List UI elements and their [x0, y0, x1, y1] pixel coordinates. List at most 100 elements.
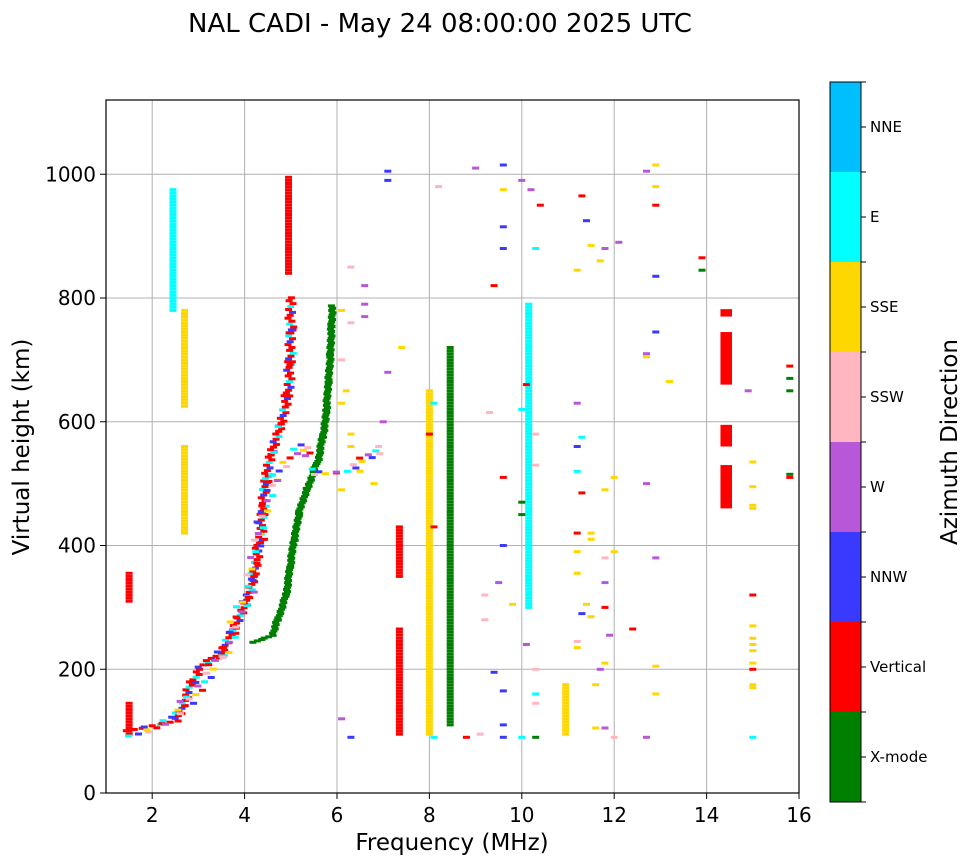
echo-trace-point [243, 598, 251, 602]
echo-point [430, 525, 438, 529]
echo-run-point [125, 732, 133, 736]
echo-run-point [525, 451, 533, 455]
echo-trace-point [213, 650, 221, 654]
echo-trace-point [287, 558, 295, 562]
echo-point [573, 445, 581, 448]
echo-trace-point [328, 313, 336, 317]
echo-run-point [395, 531, 403, 535]
echo-trace-point [282, 391, 290, 395]
echo-run-point [562, 732, 570, 736]
y-tick-label: 1000 [45, 162, 96, 186]
echo-run-point [562, 726, 570, 730]
echo-run-point [425, 717, 433, 721]
echo-run-point [425, 723, 433, 727]
echo-run-point [425, 664, 433, 668]
echo-run-point [425, 698, 433, 702]
echo-trace-point [247, 556, 255, 559]
echo-run-point [395, 655, 403, 659]
echo-run-point [446, 677, 454, 680]
echo-run-point [446, 479, 454, 482]
echo-trace-point [181, 704, 189, 708]
echo-trace-point [171, 711, 179, 715]
echo-run-point [181, 516, 188, 520]
echo-run-point [181, 358, 188, 362]
echo-point [587, 243, 595, 247]
echo-run-point [425, 485, 433, 489]
echo-trace-point [201, 680, 208, 684]
echo-run-point [446, 704, 454, 708]
echo-trace-point [327, 348, 335, 352]
echo-trace-point [250, 590, 258, 594]
echo-block [720, 332, 733, 385]
echo-run-point [181, 324, 188, 328]
echo-trace-point [284, 590, 291, 594]
echo-run-point [395, 537, 403, 541]
echo-point [643, 355, 650, 359]
echo-point [522, 383, 530, 387]
echo-point [361, 315, 369, 319]
colorbar-segment [830, 172, 861, 262]
echo-run-point [181, 386, 188, 390]
echo-point [527, 188, 535, 192]
echo-trace-point [252, 552, 260, 556]
echo-point [596, 667, 604, 671]
echo-run-point [446, 602, 454, 606]
echo-run-point [169, 243, 177, 247]
echo-run-point [181, 392, 188, 396]
echo-trace-point [326, 346, 334, 349]
echo-run-point [125, 587, 133, 591]
echo-run-point [425, 571, 433, 575]
echo-run-point [181, 380, 188, 383]
echo-run-point [395, 565, 403, 569]
echo-run-point [446, 404, 454, 408]
echo-run-point [525, 463, 533, 467]
echo-point [462, 735, 470, 739]
echo-run-point [181, 373, 188, 377]
echo-trace-point [284, 576, 292, 580]
echo-trace-point [278, 607, 285, 611]
echo-run-point [446, 584, 454, 588]
echo-trace-point [275, 469, 283, 473]
echo-trace-point [292, 529, 300, 533]
echo-run-point [446, 500, 454, 504]
echo-run-point [425, 488, 433, 492]
echo-run-point [425, 525, 433, 529]
echo-run-point [446, 698, 454, 702]
echo-trace-point [174, 708, 182, 712]
echo-trace-point [207, 676, 215, 679]
echo-run-point [562, 708, 570, 711]
echo-trace-point [269, 494, 277, 498]
echo-run-point [525, 596, 533, 600]
echo-run-point [425, 612, 433, 616]
echo-run-point [285, 191, 292, 195]
echo-run-point [446, 652, 454, 656]
echo-trace-point [275, 429, 283, 433]
echo-trace-point [275, 614, 283, 618]
echo-trace-point [322, 413, 330, 417]
echo-run-point [525, 448, 533, 452]
echo-run-point [446, 673, 454, 677]
echo-run-point [169, 259, 177, 263]
echo-run-point [181, 318, 188, 322]
echo-run-point [525, 395, 533, 399]
echo-point [573, 639, 581, 643]
echo-trace-point [288, 556, 296, 560]
echo-run-point [525, 367, 533, 371]
echo-trace-point [289, 337, 296, 341]
echo-run-point [446, 395, 454, 399]
echo-trace-point [280, 601, 288, 605]
echo-trace-point [287, 563, 295, 567]
echo-run-point [525, 528, 533, 532]
echo-trace-point [328, 329, 336, 333]
echo-run-point [425, 491, 433, 495]
echo-trace-point [305, 484, 313, 488]
echo-run-point [169, 216, 177, 220]
echo-point [786, 376, 794, 380]
echo-run-point [425, 658, 433, 662]
echo-run-point [446, 661, 454, 665]
echo-run-point [425, 701, 433, 705]
echo-run-point [181, 401, 188, 405]
echo-run-point [169, 274, 177, 278]
echo-run-point [525, 457, 533, 461]
echo-trace-point [280, 394, 288, 398]
